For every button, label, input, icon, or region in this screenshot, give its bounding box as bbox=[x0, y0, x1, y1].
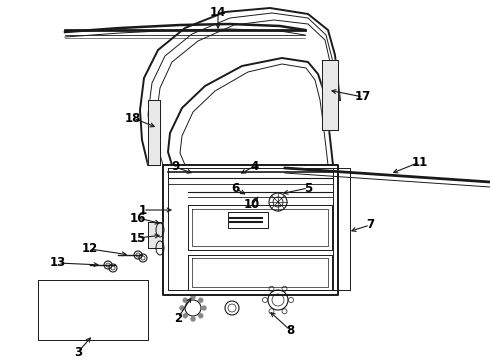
Text: 7: 7 bbox=[366, 219, 374, 231]
Circle shape bbox=[199, 298, 203, 302]
Text: 17: 17 bbox=[355, 90, 371, 104]
Text: 13: 13 bbox=[50, 256, 66, 270]
Text: 8: 8 bbox=[286, 324, 294, 337]
Polygon shape bbox=[148, 222, 162, 248]
Text: 3: 3 bbox=[74, 346, 82, 359]
Circle shape bbox=[202, 306, 206, 310]
Text: 15: 15 bbox=[130, 231, 146, 244]
Text: 9: 9 bbox=[171, 161, 179, 174]
Circle shape bbox=[183, 298, 187, 302]
Polygon shape bbox=[148, 100, 160, 165]
Text: 1: 1 bbox=[139, 203, 147, 216]
Circle shape bbox=[180, 306, 184, 310]
Text: 4: 4 bbox=[251, 159, 259, 172]
Text: 5: 5 bbox=[304, 181, 312, 194]
Polygon shape bbox=[322, 60, 338, 130]
Circle shape bbox=[199, 314, 203, 318]
Text: 2: 2 bbox=[174, 311, 182, 324]
Text: 18: 18 bbox=[125, 112, 141, 125]
Text: 16: 16 bbox=[130, 211, 146, 225]
Circle shape bbox=[183, 314, 187, 318]
Circle shape bbox=[191, 317, 195, 321]
Circle shape bbox=[191, 295, 195, 299]
Text: 10: 10 bbox=[244, 198, 260, 211]
Text: 6: 6 bbox=[231, 181, 239, 194]
Text: 11: 11 bbox=[412, 156, 428, 168]
Text: 14: 14 bbox=[210, 5, 226, 18]
Text: 12: 12 bbox=[82, 243, 98, 256]
